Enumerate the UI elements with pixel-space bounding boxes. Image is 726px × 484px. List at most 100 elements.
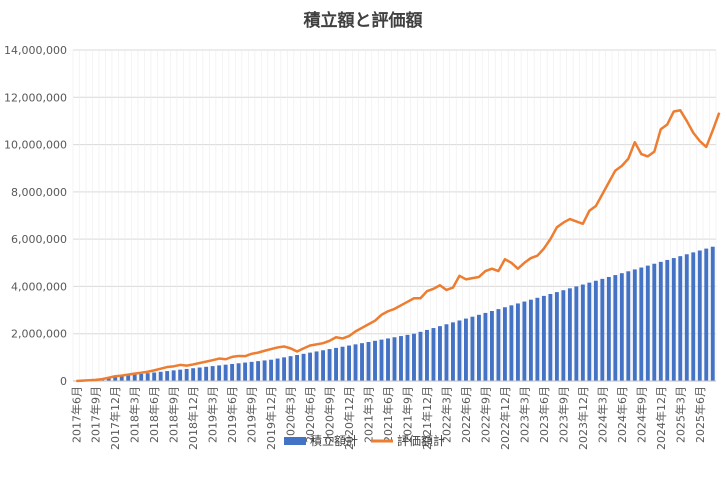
bar (633, 269, 637, 381)
bar (341, 347, 345, 381)
bar (425, 330, 429, 381)
x-tick-label: 2025年3月 (673, 386, 687, 443)
bar (347, 346, 351, 381)
legend-label-bar: 積立額計 (310, 433, 358, 448)
x-tick-label: 2024年9月 (634, 386, 648, 443)
bar (568, 288, 572, 381)
bar (354, 344, 358, 381)
bar (555, 292, 559, 381)
bar (594, 281, 598, 381)
bar (165, 371, 169, 381)
bar (672, 258, 676, 381)
bar (289, 356, 293, 381)
bar (659, 262, 663, 381)
x-tick-label: 2018年3月 (128, 386, 142, 443)
bar (139, 374, 143, 381)
bar (458, 320, 462, 381)
bar (542, 296, 546, 381)
bar (451, 322, 455, 381)
x-tick-label: 2018年12月 (186, 386, 200, 450)
bar (470, 317, 474, 381)
bar (678, 256, 682, 381)
bar (399, 336, 403, 381)
bar (548, 294, 552, 381)
bar (393, 337, 397, 381)
legend-label-line: 評価額計 (397, 433, 445, 448)
bar (204, 367, 208, 381)
bar (639, 268, 643, 381)
bar (574, 286, 578, 381)
bar (652, 264, 656, 381)
y-tick-label: 8,000,000 (11, 186, 67, 199)
y-tick-label: 0 (60, 375, 67, 388)
x-tick-label: 2018年9月 (167, 386, 181, 443)
chart-title: 積立額と評価額 (304, 10, 423, 31)
bar (282, 357, 286, 381)
bar (133, 375, 137, 381)
bar (230, 364, 234, 381)
bar (691, 252, 695, 381)
bar (581, 285, 585, 381)
bar (146, 373, 150, 381)
bar (535, 298, 539, 381)
x-tick-label: 2024年12月 (654, 386, 668, 450)
bar (191, 368, 195, 381)
bar (250, 362, 254, 381)
bar (613, 275, 617, 381)
bar (321, 350, 325, 381)
bar (711, 247, 715, 381)
bar (360, 343, 364, 381)
bar (243, 363, 247, 381)
bar (685, 254, 689, 381)
x-tick-label: 2020年3月 (284, 386, 298, 443)
bar (178, 370, 182, 381)
bar (529, 300, 533, 381)
bar (263, 360, 267, 381)
bar (607, 277, 611, 381)
y-tick-label: 14,000,000 (4, 44, 67, 57)
bar (496, 309, 500, 381)
bar (367, 342, 371, 381)
y-tick-label: 10,000,000 (4, 139, 67, 152)
bar (295, 355, 299, 381)
bar (185, 369, 189, 381)
bar (698, 250, 702, 381)
x-tick-label: 2023年12月 (576, 386, 590, 450)
x-tick-label: 2018年6月 (147, 386, 161, 443)
bar (198, 368, 202, 381)
bar (483, 313, 487, 381)
x-tick-label: 2017年12月 (108, 386, 122, 450)
bar (373, 341, 377, 381)
bar (302, 354, 306, 381)
bar (464, 319, 468, 381)
bar (315, 351, 319, 381)
bar (308, 353, 312, 381)
bar (503, 307, 507, 381)
bar (126, 375, 130, 381)
bar (516, 303, 520, 381)
bar (665, 260, 669, 381)
bar (406, 335, 410, 381)
bar (217, 365, 221, 381)
y-tick-label: 12,000,000 (4, 91, 67, 104)
bar (587, 283, 591, 381)
x-tick-label: 2019年3月 (206, 386, 220, 443)
x-tick-label: 2017年9月 (89, 386, 103, 443)
y-axis-tick-labels: 02,000,0004,000,0006,000,0008,000,00010,… (4, 44, 67, 388)
bar (620, 273, 624, 381)
bar (522, 302, 526, 381)
bar (380, 340, 384, 381)
bar (509, 305, 513, 381)
bar (269, 360, 273, 381)
bar (159, 372, 163, 381)
bar (445, 324, 449, 381)
bar (334, 348, 338, 381)
x-tick-label: 2022年12月 (498, 386, 512, 450)
bar (438, 326, 442, 381)
bar (600, 279, 604, 381)
x-tick-label: 2021年3月 (362, 386, 376, 443)
y-tick-label: 4,000,000 (11, 280, 67, 293)
bar (477, 315, 481, 381)
bar (704, 249, 708, 381)
bar (490, 311, 494, 381)
